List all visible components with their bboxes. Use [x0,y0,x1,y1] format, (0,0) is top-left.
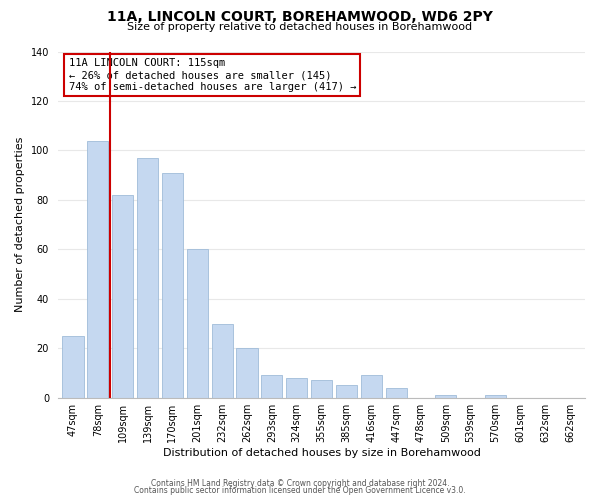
Bar [386,388,407,398]
Bar [261,376,283,398]
Text: Contains public sector information licensed under the Open Government Licence v3: Contains public sector information licen… [134,486,466,495]
Bar [286,378,307,398]
Text: 11A, LINCOLN COURT, BOREHAMWOOD, WD6 2PY: 11A, LINCOLN COURT, BOREHAMWOOD, WD6 2PY [107,10,493,24]
Bar [112,195,133,398]
Bar [485,395,506,398]
Bar [62,336,83,398]
Bar [87,140,109,398]
X-axis label: Distribution of detached houses by size in Borehamwood: Distribution of detached houses by size … [163,448,481,458]
Bar [336,386,357,398]
Y-axis label: Number of detached properties: Number of detached properties [15,137,25,312]
Bar [187,250,208,398]
Bar [236,348,257,398]
Text: Size of property relative to detached houses in Borehamwood: Size of property relative to detached ho… [127,22,473,32]
Bar [137,158,158,398]
Text: Contains HM Land Registry data © Crown copyright and database right 2024.: Contains HM Land Registry data © Crown c… [151,478,449,488]
Bar [361,376,382,398]
Bar [311,380,332,398]
Bar [212,324,233,398]
Bar [435,395,457,398]
Text: 11A LINCOLN COURT: 115sqm
← 26% of detached houses are smaller (145)
74% of semi: 11A LINCOLN COURT: 115sqm ← 26% of detac… [68,58,356,92]
Bar [162,172,183,398]
